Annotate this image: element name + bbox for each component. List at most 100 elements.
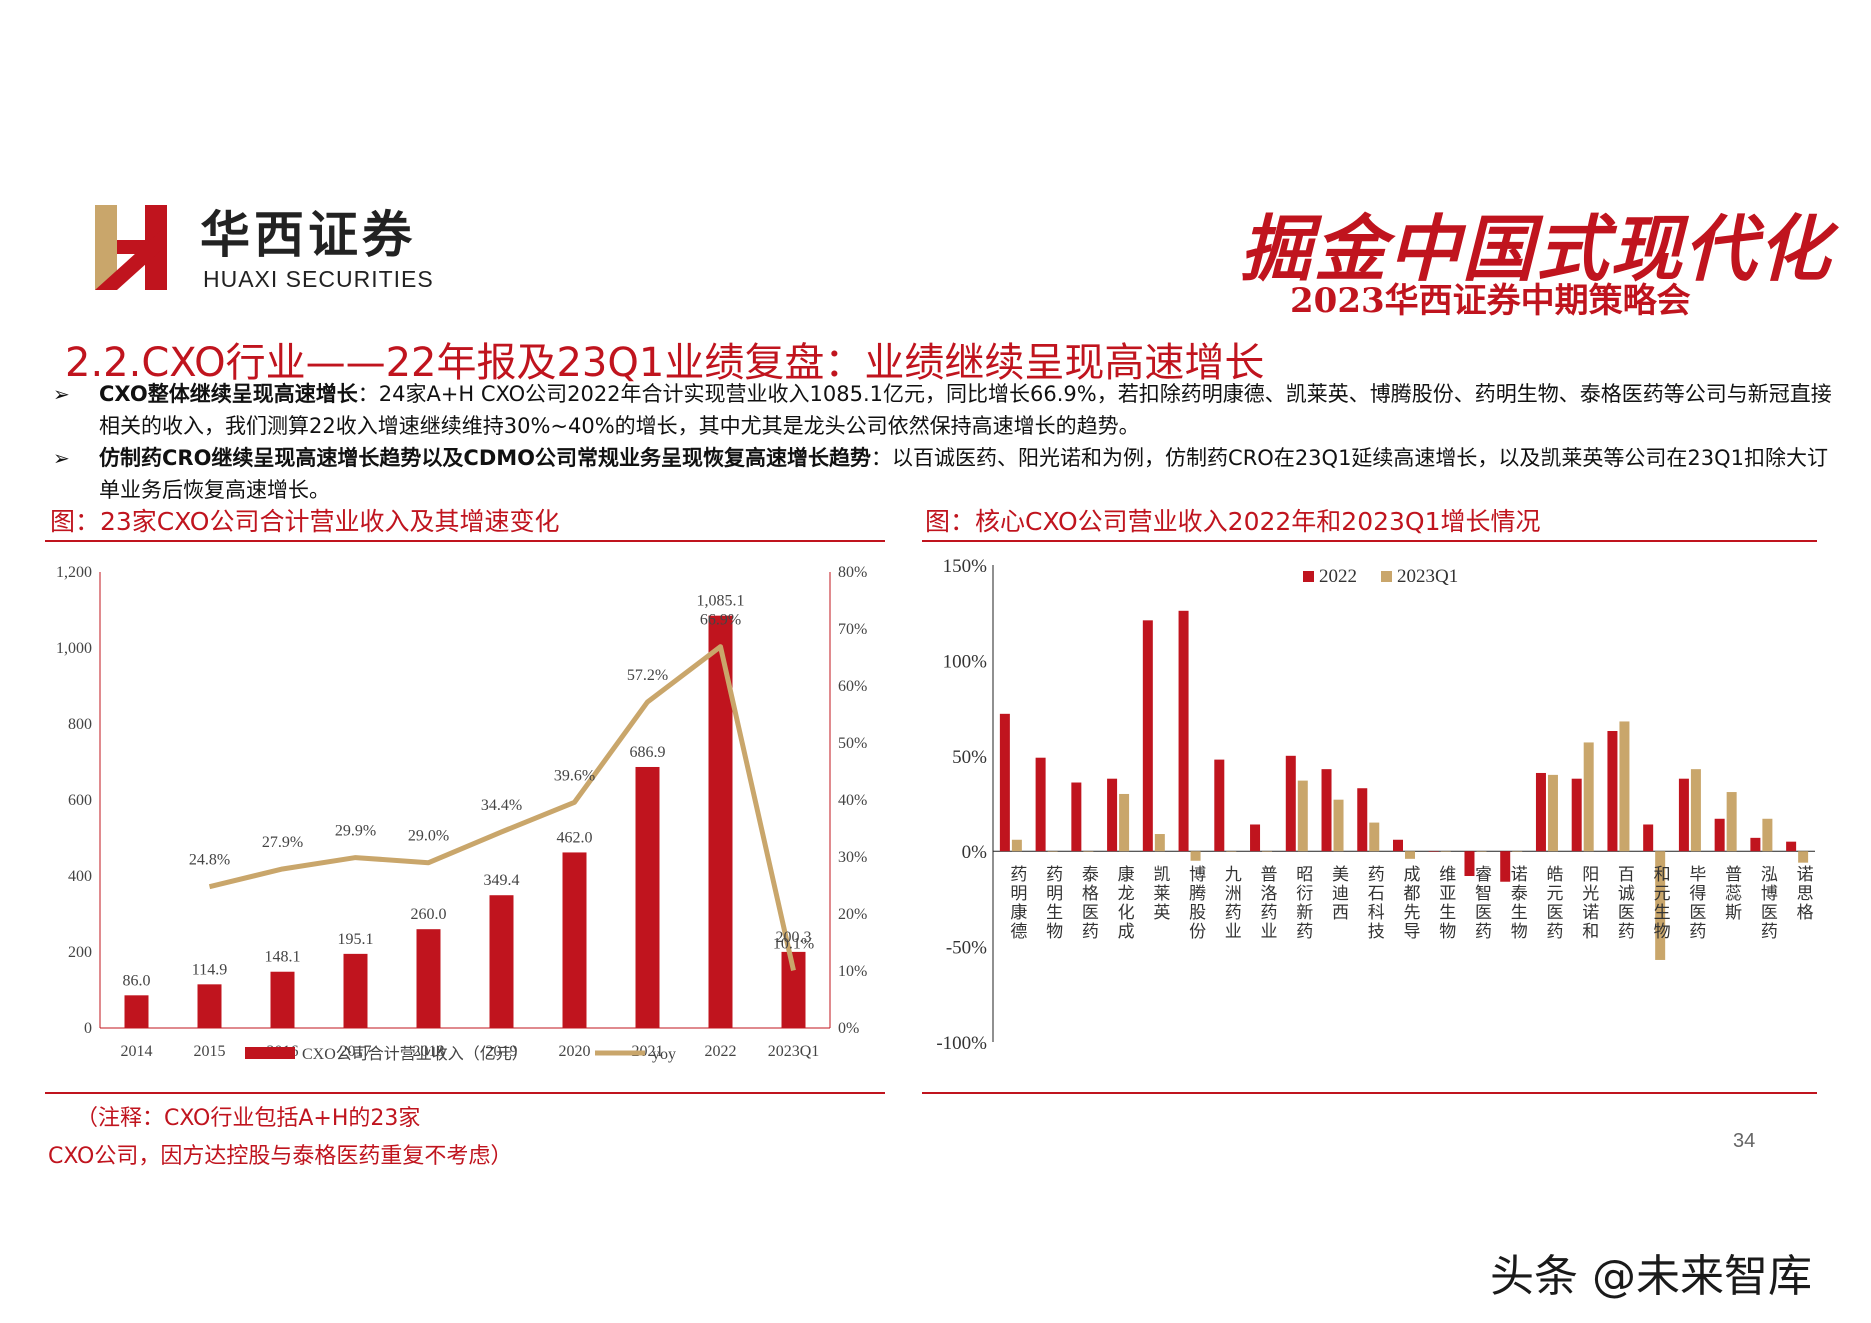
x-tick-label: 2014	[121, 1043, 153, 1060]
bar-2022	[1571, 778, 1582, 852]
page-number: 34	[1733, 1130, 1756, 1152]
y-right-tick-label: 70%	[838, 621, 867, 638]
left-figure-title: 图：23家CXO公司合计营业收入及其增速变化	[50, 507, 560, 536]
revenue-bar	[197, 984, 222, 1028]
bar-2022	[1107, 778, 1118, 852]
bar-value-label: 114.9	[192, 961, 227, 978]
y-left-tick-label: 800	[68, 716, 92, 733]
x-tick-label: 药明生物	[1043, 865, 1063, 941]
x-tick-label: 九洲药业	[1222, 865, 1242, 941]
x-tick-label: 普洛药业	[1258, 865, 1278, 941]
x-tick-label: 维亚生物	[1436, 865, 1456, 941]
y-left-tick-label: 1,200	[56, 564, 92, 581]
promo-title: 掘金中国式现代化	[1240, 206, 1833, 291]
bullet-bold: CXO整体继续呈现高速增长	[99, 382, 358, 406]
y-tick-label: 150%	[943, 556, 988, 577]
bar-2022	[1428, 851, 1439, 852]
bar-2023q1	[1226, 851, 1237, 852]
bullet-list: ➢ CXO整体继续呈现高速增长：24家A+H CXO公司2022年合计实现营业收…	[45, 378, 1845, 506]
bar-2023q1	[1512, 851, 1523, 852]
x-tick-label: 2023Q1	[768, 1043, 820, 1060]
y-right-tick-label: 80%	[838, 564, 867, 581]
x-tick-label: 凯莱英	[1150, 865, 1170, 922]
bar-2023q1	[1297, 780, 1308, 852]
y-tick-label: 100%	[943, 651, 988, 672]
legend-2023q1-swatch	[1381, 571, 1392, 582]
promo-subtitle: 2023华西证券中期策略会	[1290, 281, 1691, 321]
bar-2022	[999, 713, 1010, 852]
y-left-tick-label: 400	[68, 868, 92, 885]
yoy-value-label: 39.6%	[554, 767, 595, 784]
legend-2022-label: 2022	[1319, 566, 1357, 587]
footnote-line: CXO公司，因方达控股与泰格医药重复不考虑）	[48, 1144, 513, 1169]
x-tick-label: 2021	[632, 1043, 664, 1060]
bullet-item: ➢ 仿制药CRO继续呈现高速增长趋势以及CDMO公司常规业务呈现恢复高速增长趋势…	[45, 442, 1845, 506]
y-tick-label: -50%	[946, 938, 987, 959]
bar-value-label: 1,085.1	[697, 593, 745, 610]
bar-2022	[1178, 610, 1189, 852]
watermark: 头条 @未来智库	[1490, 1251, 1812, 1302]
bar-2022	[1250, 824, 1261, 852]
logo-mark-icon	[95, 205, 167, 290]
bullet-arrow-icon: ➢	[53, 382, 70, 406]
x-tick-label: 2017	[340, 1043, 372, 1060]
y-left-tick-label: 0	[84, 1020, 92, 1037]
y-tick-label: 0%	[962, 842, 988, 863]
x-tick-label: 2015	[194, 1043, 226, 1060]
y-right-tick-label: 50%	[838, 735, 867, 752]
bullet-bold: 仿制药CRO继续呈现高速增长趋势以及CDMO公司常规业务呈现恢复高速增长趋势	[99, 446, 872, 470]
bar-2023q1	[1369, 822, 1380, 852]
y-right-tick-label: 30%	[838, 849, 867, 866]
bar-2022	[1500, 851, 1511, 882]
bar-2023q1	[1262, 851, 1273, 852]
revenue-bar	[343, 953, 368, 1028]
y-right-tick-label: 10%	[838, 963, 867, 980]
left-chart: 0 200 400 600 800 1,000 1,200 0% 10% 20% 30% 40% 50%…	[56, 564, 867, 1063]
bar-2022	[1357, 788, 1368, 852]
bullet-text: ：24家A+H CXO公司2022年合计实现营业收入1085.1亿元，同比增长6…	[99, 382, 1832, 438]
x-tick-label: 泰格医药	[1079, 865, 1099, 941]
footnote: （注释：CXO行业包括A+H的23家 CXO公司，因方达控股与泰格医药重复不考虑…	[48, 1100, 512, 1176]
bar-2023q1	[1798, 851, 1809, 863]
yoy-value-label: 27.9%	[262, 834, 303, 851]
x-tick-label: 2018	[413, 1043, 445, 1060]
revenue-bar	[635, 766, 660, 1028]
bar-2023q1	[1119, 793, 1130, 852]
y-tick-label: 50%	[952, 747, 987, 768]
bar-value-label: 200.3	[776, 929, 812, 946]
legend-revenue-label: CXO公司合计营业收入（亿元）	[302, 1045, 528, 1063]
bar-2023q1	[1476, 851, 1487, 852]
right-figure-title: 图：核心CXO公司营业收入2022年和2023Q1增长情况	[925, 507, 1541, 536]
bullet-item: ➢ CXO整体继续呈现高速增长：24家A+H CXO公司2022年合计实现营业收…	[45, 378, 1845, 442]
bar-value-label: 260.0	[411, 906, 447, 923]
bar-2023q1	[1333, 799, 1344, 852]
bar-value-label: 148.1	[265, 949, 301, 966]
y-left-tick-label: 1,000	[56, 640, 92, 657]
bar-2023q1	[1619, 721, 1630, 852]
bar-2022	[1321, 769, 1332, 852]
x-tick-label: 诺思格	[1794, 865, 1814, 922]
x-tick-label: 泓博医药	[1758, 865, 1778, 941]
bar-2022	[1214, 759, 1225, 852]
bar-2023q1	[1762, 818, 1773, 852]
footnote-line: （注释：CXO行业包括A+H的23家	[76, 1106, 421, 1131]
yoy-value-label: 66.9%	[700, 612, 741, 629]
bar-value-label: 349.4	[484, 872, 520, 889]
right-title-divider	[922, 540, 1817, 542]
right-bottom-divider	[922, 1092, 1817, 1094]
x-tick-label: 药石科技	[1365, 865, 1385, 941]
bar-2022	[1643, 824, 1654, 852]
bar-2023q1	[1011, 839, 1022, 852]
y-left-tick-label: 600	[68, 792, 92, 809]
x-tick-label: 美迪西	[1329, 865, 1349, 922]
bar-2022	[1750, 837, 1761, 852]
bar-2022	[1607, 730, 1618, 852]
bar-2022	[1535, 772, 1546, 852]
bar-2023q1	[1440, 851, 1451, 852]
x-tick-label: 阳光诺和	[1579, 865, 1599, 941]
left-title-divider	[45, 540, 885, 542]
x-tick-label: 昭衍新药	[1293, 865, 1313, 941]
revenue-bar	[489, 895, 514, 1028]
yoy-value-label: 57.2%	[627, 667, 668, 684]
x-tick-label: 睿智医药	[1472, 865, 1492, 941]
